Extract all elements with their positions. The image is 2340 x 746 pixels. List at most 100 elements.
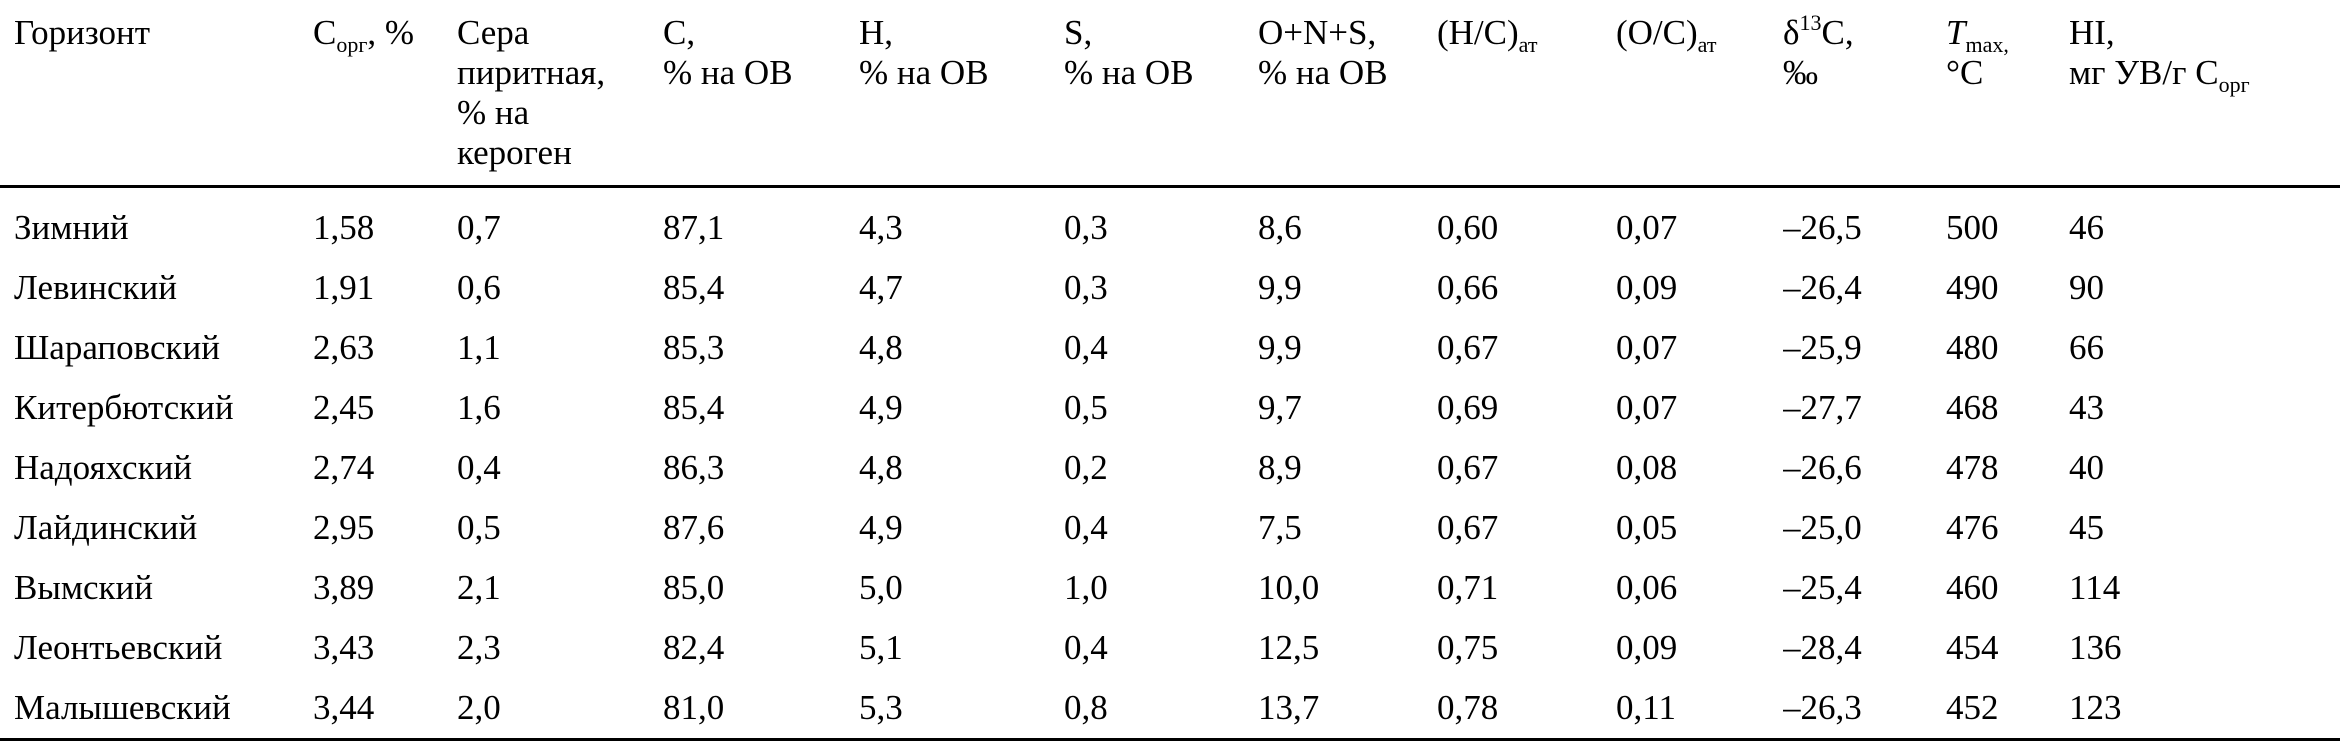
oc-ratio-cell: 0,09 xyxy=(1616,628,1678,667)
carbon-cell: 81,0 xyxy=(663,678,859,741)
hydrogen-cell: 5,1 xyxy=(859,628,903,667)
header-oc-ratio: (O/C)ат xyxy=(1616,0,1783,188)
sulfur-cell: 0,8 xyxy=(1064,678,1258,741)
corg-cell: 3,44 xyxy=(313,678,457,741)
hydrogen-cell: 4,9 xyxy=(859,388,903,427)
corg-cell: 3,89 xyxy=(313,568,375,607)
hi-cell: 114 xyxy=(2069,568,2121,607)
header-row: Горизонт Cорг, % Сера пиритная, % на кер… xyxy=(0,0,2340,188)
hi-cell: 45 xyxy=(2069,508,2104,547)
tmax-cell: 460 xyxy=(1946,568,1999,607)
header-pyrite-sulfur: Сера пиритная, % на кероген xyxy=(457,0,663,188)
table-row: Леонтьевский 3,43 2,3 82,4 5,1 0,4 12,5 0,75 0,0… xyxy=(0,618,2340,678)
oc-ratio-cell: 0,07 xyxy=(1616,208,1678,247)
horizon-cell: Зимний xyxy=(14,208,129,247)
o-n-s-cell: 9,7 xyxy=(1258,388,1302,427)
oc-ratio-cell: 0,08 xyxy=(1616,448,1678,487)
header-tmax: Tmax, °C xyxy=(1946,0,2069,188)
corg-cell: 1,91 xyxy=(313,268,375,307)
sulfur-cell: 0,3 xyxy=(1064,268,1108,307)
pyrite-sulfur-cell: 0,6 xyxy=(457,268,501,307)
header-delta13c: δ13C, ‰ xyxy=(1783,0,1946,188)
hc-ratio-cell: 0,67 xyxy=(1437,508,1499,547)
carbon-cell: 85,4 xyxy=(663,268,725,307)
header-hi: HI, мг УВ/г Cорг xyxy=(2069,0,2340,188)
o-n-s-cell: 9,9 xyxy=(1258,328,1302,367)
header-hc-ratio: (H/C)ат xyxy=(1437,0,1616,188)
hi-cell: 43 xyxy=(2069,388,2104,427)
delta13c-cell: –25,4 xyxy=(1783,568,1862,607)
sulfur-cell: 0,4 xyxy=(1064,328,1108,367)
hc-ratio-cell: 0,67 xyxy=(1437,448,1499,487)
table-body: Зимний 1,58 0,7 87,1 4,3 0,3 8,6 0,60 0,07 –26,5 5… xyxy=(0,187,2340,741)
oc-ratio-cell: 0,09 xyxy=(1616,268,1678,307)
delta13c-cell: –25,0 xyxy=(1783,508,1862,547)
corg-cell: 2,95 xyxy=(313,508,375,547)
hc-ratio-cell: 0,71 xyxy=(1437,568,1499,607)
sulfur-cell: 0,4 xyxy=(1064,508,1108,547)
o-n-s-cell: 12,5 xyxy=(1258,628,1320,667)
sulfur-cell: 0,4 xyxy=(1064,628,1108,667)
horizon-cell: Китербютский xyxy=(14,388,234,427)
hc-ratio-cell: 0,67 xyxy=(1437,328,1499,367)
horizon-cell: Леонтьевский xyxy=(14,628,223,667)
o-n-s-cell: 13,7 xyxy=(1258,678,1437,741)
carbon-cell: 87,6 xyxy=(663,508,725,547)
table-row: Зимний 1,58 0,7 87,1 4,3 0,3 8,6 0,60 0,07 –26,5 5… xyxy=(0,187,2340,259)
delta13c-cell: –28,4 xyxy=(1783,628,1862,667)
sulfur-cell: 0,3 xyxy=(1064,208,1108,247)
table-row: Надояхский 2,74 0,4 86,3 4,8 0,2 8,9 0,67 0,08 –2… xyxy=(0,438,2340,498)
table-row: Малышевский 3,44 2,0 81,0 5,3 0,8 13,7 0,78 0,11… xyxy=(0,678,2340,741)
tmax-cell: 468 xyxy=(1946,388,1999,427)
tmax-cell: 478 xyxy=(1946,448,1999,487)
delta13c-cell: –26,4 xyxy=(1783,268,1862,307)
table-row: Китербютский 2,45 1,6 85,4 4,9 0,5 9,7 0,69 0,07… xyxy=(0,378,2340,438)
horizon-cell: Шараповский xyxy=(14,328,220,367)
corg-cell: 2,63 xyxy=(313,328,375,367)
tmax-cell: 476 xyxy=(1946,508,1999,547)
header-o-n-s: O+N+S, % на ОВ xyxy=(1258,0,1437,188)
sulfur-cell: 0,2 xyxy=(1064,448,1108,487)
pyrite-sulfur-cell: 2,1 xyxy=(457,568,501,607)
table-row: Левинский 1,91 0,6 85,4 4,7 0,3 9,9 0,66 0,09 –26… xyxy=(0,258,2340,318)
pyrite-sulfur-cell: 1,6 xyxy=(457,388,501,427)
delta13c-cell: –25,9 xyxy=(1783,328,1862,367)
pyrite-sulfur-cell: 1,1 xyxy=(457,328,501,367)
header-horizon: Горизонт xyxy=(0,0,313,188)
pyrite-sulfur-cell: 0,5 xyxy=(457,508,501,547)
tmax-cell: 454 xyxy=(1946,628,1999,667)
hc-ratio-cell: 0,69 xyxy=(1437,388,1499,427)
sulfur-cell: 0,5 xyxy=(1064,388,1108,427)
carbon-cell: 85,3 xyxy=(663,328,725,367)
hc-ratio-cell: 0,66 xyxy=(1437,268,1499,307)
pyrite-sulfur-cell: 0,4 xyxy=(457,448,501,487)
header-carbon: C, % на ОВ xyxy=(663,0,859,188)
hi-cell: 136 xyxy=(2069,628,2122,667)
pyrite-sulfur-cell: 2,0 xyxy=(457,678,663,741)
carbon-cell: 82,4 xyxy=(663,628,725,667)
carbon-cell: 85,4 xyxy=(663,388,725,427)
hydrogen-cell: 4,7 xyxy=(859,268,903,307)
carbon-cell: 87,1 xyxy=(663,208,725,247)
hi-cell: 90 xyxy=(2069,268,2104,307)
corg-cell: 2,45 xyxy=(313,388,375,427)
oc-ratio-cell: 0,07 xyxy=(1616,388,1678,427)
tmax-cell: 452 xyxy=(1946,678,2069,741)
horizon-cell: Вымский xyxy=(14,568,154,607)
hc-ratio-cell: 0,75 xyxy=(1437,628,1499,667)
table-row: Вымский 3,89 2,1 85,0 5,0 1,0 10,0 0,71 0,06 –25,… xyxy=(0,558,2340,618)
header-corg: Cорг, % xyxy=(313,0,457,188)
delta13c-cell: –26,6 xyxy=(1783,448,1862,487)
horizon-cell: Левинский xyxy=(14,268,178,307)
corg-cell: 3,43 xyxy=(313,628,375,667)
header-hydrogen: H, % на ОВ xyxy=(859,0,1064,188)
oc-ratio-cell: 0,06 xyxy=(1616,568,1678,607)
tmax-cell: 490 xyxy=(1946,268,1999,307)
horizon-cell: Малышевский xyxy=(0,678,313,741)
o-n-s-cell: 9,9 xyxy=(1258,268,1302,307)
o-n-s-cell: 8,9 xyxy=(1258,448,1302,487)
hydrogen-cell: 4,3 xyxy=(859,208,903,247)
carbon-cell: 86,3 xyxy=(663,448,725,487)
